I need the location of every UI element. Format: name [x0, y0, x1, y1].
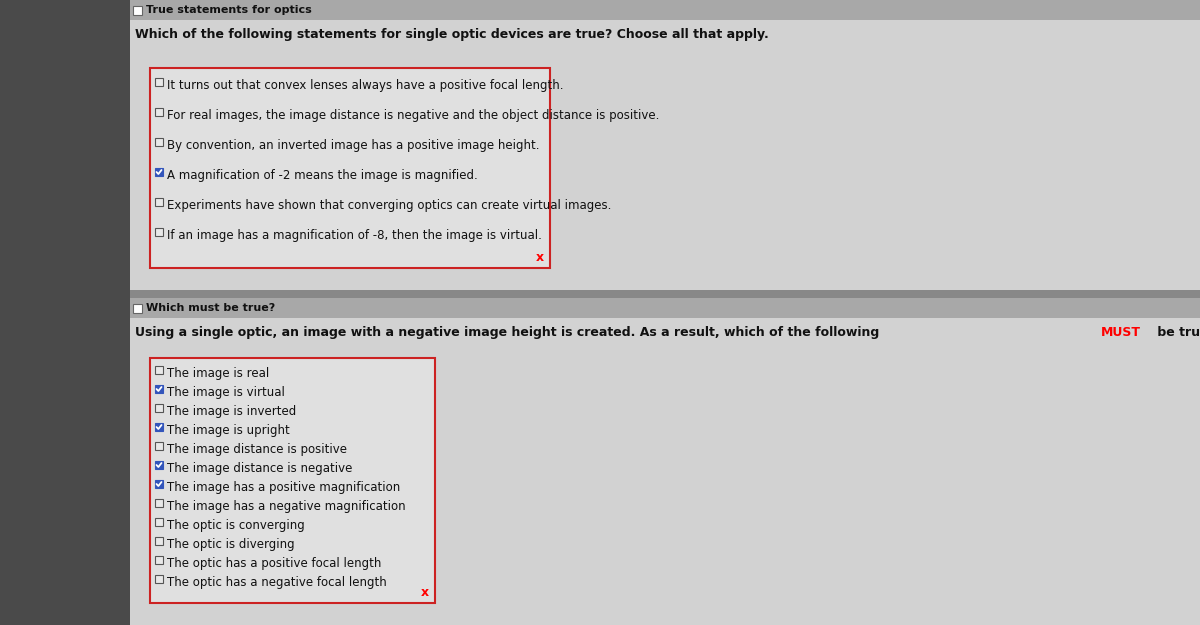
Text: By convention, an inverted image has a positive image height.: By convention, an inverted image has a p…: [167, 139, 540, 152]
FancyBboxPatch shape: [155, 499, 163, 507]
Text: The optic is converging: The optic is converging: [167, 519, 305, 532]
Text: True statements for optics: True statements for optics: [146, 5, 312, 15]
FancyBboxPatch shape: [155, 168, 163, 176]
FancyBboxPatch shape: [155, 385, 163, 393]
Text: x: x: [536, 251, 544, 264]
Text: The image is virtual: The image is virtual: [167, 386, 284, 399]
FancyBboxPatch shape: [155, 78, 163, 86]
Text: MUST: MUST: [1100, 326, 1141, 339]
FancyBboxPatch shape: [155, 518, 163, 526]
Text: The image has a negative magnification: The image has a negative magnification: [167, 500, 406, 513]
FancyBboxPatch shape: [155, 138, 163, 146]
FancyBboxPatch shape: [130, 0, 1200, 20]
FancyBboxPatch shape: [150, 358, 436, 603]
Text: The image has a positive magnification: The image has a positive magnification: [167, 481, 401, 494]
FancyBboxPatch shape: [155, 423, 163, 431]
Text: The optic has a negative focal length: The optic has a negative focal length: [167, 576, 386, 589]
Text: The image is real: The image is real: [167, 367, 269, 380]
FancyBboxPatch shape: [155, 228, 163, 236]
FancyBboxPatch shape: [155, 198, 163, 206]
FancyBboxPatch shape: [133, 304, 142, 312]
FancyBboxPatch shape: [155, 404, 163, 412]
Text: be true? Choose all that apply.: be true? Choose all that apply.: [1152, 326, 1200, 339]
FancyBboxPatch shape: [0, 0, 130, 625]
Text: The image is upright: The image is upright: [167, 424, 289, 437]
FancyBboxPatch shape: [130, 318, 1200, 625]
Text: A magnification of -2 means the image is magnified.: A magnification of -2 means the image is…: [167, 169, 478, 182]
Text: x: x: [421, 586, 430, 599]
Text: If an image has a magnification of -8, then the image is virtual.: If an image has a magnification of -8, t…: [167, 229, 542, 242]
FancyBboxPatch shape: [130, 20, 1200, 290]
Text: The image is inverted: The image is inverted: [167, 405, 296, 418]
Text: Which must be true?: Which must be true?: [146, 303, 275, 313]
FancyBboxPatch shape: [155, 442, 163, 450]
FancyBboxPatch shape: [155, 537, 163, 545]
Text: It turns out that convex lenses always have a positive focal length.: It turns out that convex lenses always h…: [167, 79, 564, 92]
FancyBboxPatch shape: [155, 461, 163, 469]
Text: The optic is diverging: The optic is diverging: [167, 538, 295, 551]
FancyBboxPatch shape: [130, 290, 1200, 298]
Text: For real images, the image distance is negative and the object distance is posit: For real images, the image distance is n…: [167, 109, 659, 122]
Text: The image distance is negative: The image distance is negative: [167, 462, 353, 475]
FancyBboxPatch shape: [155, 575, 163, 583]
FancyBboxPatch shape: [150, 68, 550, 268]
FancyBboxPatch shape: [155, 108, 163, 116]
Text: Which of the following statements for single optic devices are true? Choose all : Which of the following statements for si…: [134, 28, 769, 41]
Text: The optic has a positive focal length: The optic has a positive focal length: [167, 557, 382, 570]
FancyBboxPatch shape: [130, 298, 1200, 318]
FancyBboxPatch shape: [155, 366, 163, 374]
Text: Using a single optic, an image with a negative image height is created. As a res: Using a single optic, an image with a ne…: [134, 326, 883, 339]
Text: Experiments have shown that converging optics can create virtual images.: Experiments have shown that converging o…: [167, 199, 611, 212]
FancyBboxPatch shape: [133, 6, 142, 14]
Text: The image distance is positive: The image distance is positive: [167, 443, 347, 456]
FancyBboxPatch shape: [155, 480, 163, 488]
FancyBboxPatch shape: [155, 556, 163, 564]
